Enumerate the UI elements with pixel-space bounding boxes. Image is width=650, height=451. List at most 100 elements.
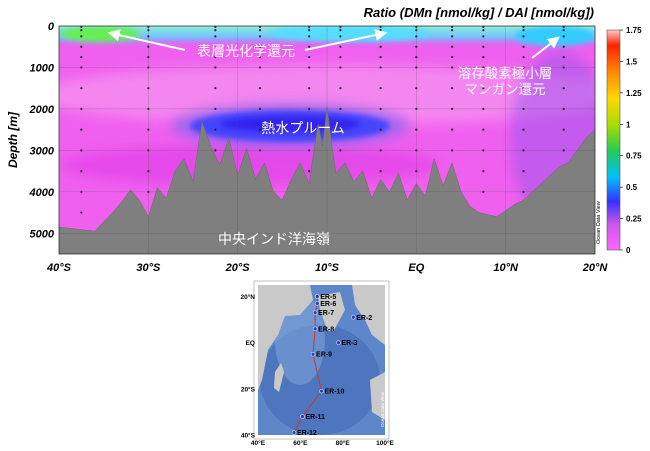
sample-point bbox=[415, 149, 418, 152]
sample-point bbox=[308, 35, 311, 38]
sample-point bbox=[147, 45, 150, 48]
y-tick-label: 1000 bbox=[30, 62, 55, 74]
map-y-tick-label: EQ bbox=[246, 340, 255, 347]
map-x-tick-label: 40°E bbox=[251, 439, 266, 447]
sample-point bbox=[522, 149, 525, 152]
sample-point bbox=[147, 66, 150, 69]
sample-point bbox=[214, 66, 217, 69]
sample-point bbox=[450, 149, 454, 152]
sample-point bbox=[147, 35, 150, 38]
sample-point bbox=[522, 35, 525, 38]
arrow-surface-left bbox=[107, 29, 186, 51]
x-axis-ticks: 40°S 30°S 20°S 10°S EQ 10°N 20°N bbox=[46, 262, 608, 274]
sample-point bbox=[562, 29, 565, 32]
sample-point bbox=[522, 29, 525, 32]
sample-point bbox=[80, 55, 83, 59]
sample-point bbox=[258, 45, 262, 48]
map-y-tick-label: 20°S bbox=[241, 385, 256, 393]
sample-point bbox=[214, 128, 217, 131]
sample-point bbox=[308, 45, 311, 48]
y-axis-ticks: 0 1000 2000 3000 4000 5000 bbox=[29, 21, 55, 240]
map-station-marker bbox=[310, 351, 316, 357]
sample-point bbox=[379, 45, 382, 48]
sample-point bbox=[339, 149, 342, 152]
sample-point bbox=[80, 149, 83, 152]
colorbar-ticks: 1.75 1.5 1.25 1 0.75 0.5 0.25 0 bbox=[620, 26, 642, 255]
y-tick-label: 0 bbox=[48, 21, 55, 33]
x-tick-label: 10°S bbox=[315, 262, 340, 274]
sample-point bbox=[214, 26, 217, 28]
sample-point bbox=[450, 66, 454, 69]
sample-point bbox=[522, 45, 525, 48]
sample-point bbox=[308, 55, 311, 59]
sample-point bbox=[80, 45, 83, 48]
sample-point bbox=[522, 107, 525, 111]
arrow-omz bbox=[531, 36, 560, 59]
sample-point bbox=[308, 149, 311, 152]
colorbar-tick-label: 1 bbox=[626, 120, 631, 129]
sample-point bbox=[80, 29, 83, 32]
sample-point bbox=[147, 190, 150, 193]
sample-point bbox=[147, 29, 150, 32]
map-station-marker bbox=[319, 388, 324, 394]
sample-point bbox=[214, 107, 217, 111]
map-stations: ER-2 ER-3 ER-5ER-6 ER-7 ER-8 ER-9 ER-10 ER-11 ER… bbox=[291, 294, 372, 435]
colorbar-tick-label: 1.5 bbox=[626, 57, 638, 66]
sample-point bbox=[450, 87, 454, 90]
sample-point bbox=[258, 107, 262, 111]
map-station-marker bbox=[291, 430, 297, 435]
station-samples bbox=[80, 26, 565, 214]
sample-point bbox=[80, 169, 83, 173]
sample-point bbox=[80, 26, 83, 28]
sample-point bbox=[258, 35, 262, 38]
sample-point bbox=[379, 29, 382, 32]
sample-point bbox=[308, 107, 311, 111]
sample-point bbox=[147, 55, 150, 59]
colorbar-tick-label: 0.5 bbox=[626, 183, 638, 192]
sample-point bbox=[339, 45, 342, 48]
arrow-surface-right bbox=[304, 29, 388, 51]
section-plot bbox=[59, 26, 595, 254]
map-y-tick-label: 40°S bbox=[241, 432, 256, 440]
sample-point bbox=[522, 66, 525, 69]
sample-point bbox=[415, 35, 418, 38]
sample-point bbox=[147, 169, 150, 173]
sample-point bbox=[482, 169, 485, 173]
sample-point bbox=[415, 45, 418, 48]
sample-point bbox=[339, 55, 342, 59]
sample-point bbox=[379, 107, 382, 111]
sample-point bbox=[562, 66, 565, 69]
colorbar-tick-label: 0.25 bbox=[626, 215, 642, 224]
sample-point bbox=[214, 87, 217, 90]
sample-point bbox=[482, 87, 485, 90]
map-station-label: ER-8 bbox=[318, 326, 334, 333]
sample-point bbox=[308, 26, 311, 28]
map-station-label: ER-3 bbox=[341, 340, 357, 347]
sample-point bbox=[339, 29, 342, 32]
colorbar bbox=[606, 29, 621, 251]
sample-point bbox=[482, 107, 485, 111]
sample-point bbox=[339, 35, 342, 38]
sample-point bbox=[308, 66, 311, 69]
sample-point bbox=[379, 149, 382, 152]
sample-point bbox=[450, 29, 454, 32]
sample-point bbox=[379, 35, 382, 38]
sample-point bbox=[562, 55, 565, 59]
sample-point bbox=[415, 29, 418, 32]
sample-point bbox=[214, 35, 217, 38]
sample-point bbox=[562, 128, 565, 131]
sample-point bbox=[562, 107, 565, 111]
sample-point bbox=[147, 26, 150, 28]
sample-point bbox=[258, 149, 262, 152]
chart-title: Ratio (DMn [nmol/kg] / DAl [nmol/kg]) bbox=[364, 5, 594, 20]
sample-point bbox=[522, 87, 525, 90]
sample-point bbox=[562, 45, 565, 48]
sample-point bbox=[562, 26, 565, 28]
sample-point bbox=[562, 35, 565, 38]
sample-point bbox=[482, 66, 485, 69]
sample-point bbox=[258, 87, 262, 90]
watermark-main: Ocean Data View bbox=[596, 201, 602, 244]
sample-point bbox=[214, 29, 217, 32]
colorbar-tick-label: 1.75 bbox=[626, 26, 642, 35]
map-station-marker bbox=[315, 294, 320, 299]
